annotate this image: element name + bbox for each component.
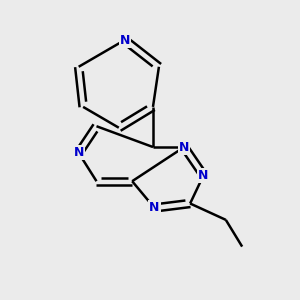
Text: N: N <box>179 140 189 154</box>
Text: N: N <box>149 202 160 214</box>
Text: N: N <box>74 146 84 160</box>
Text: N: N <box>198 169 209 182</box>
Text: N: N <box>119 34 130 46</box>
